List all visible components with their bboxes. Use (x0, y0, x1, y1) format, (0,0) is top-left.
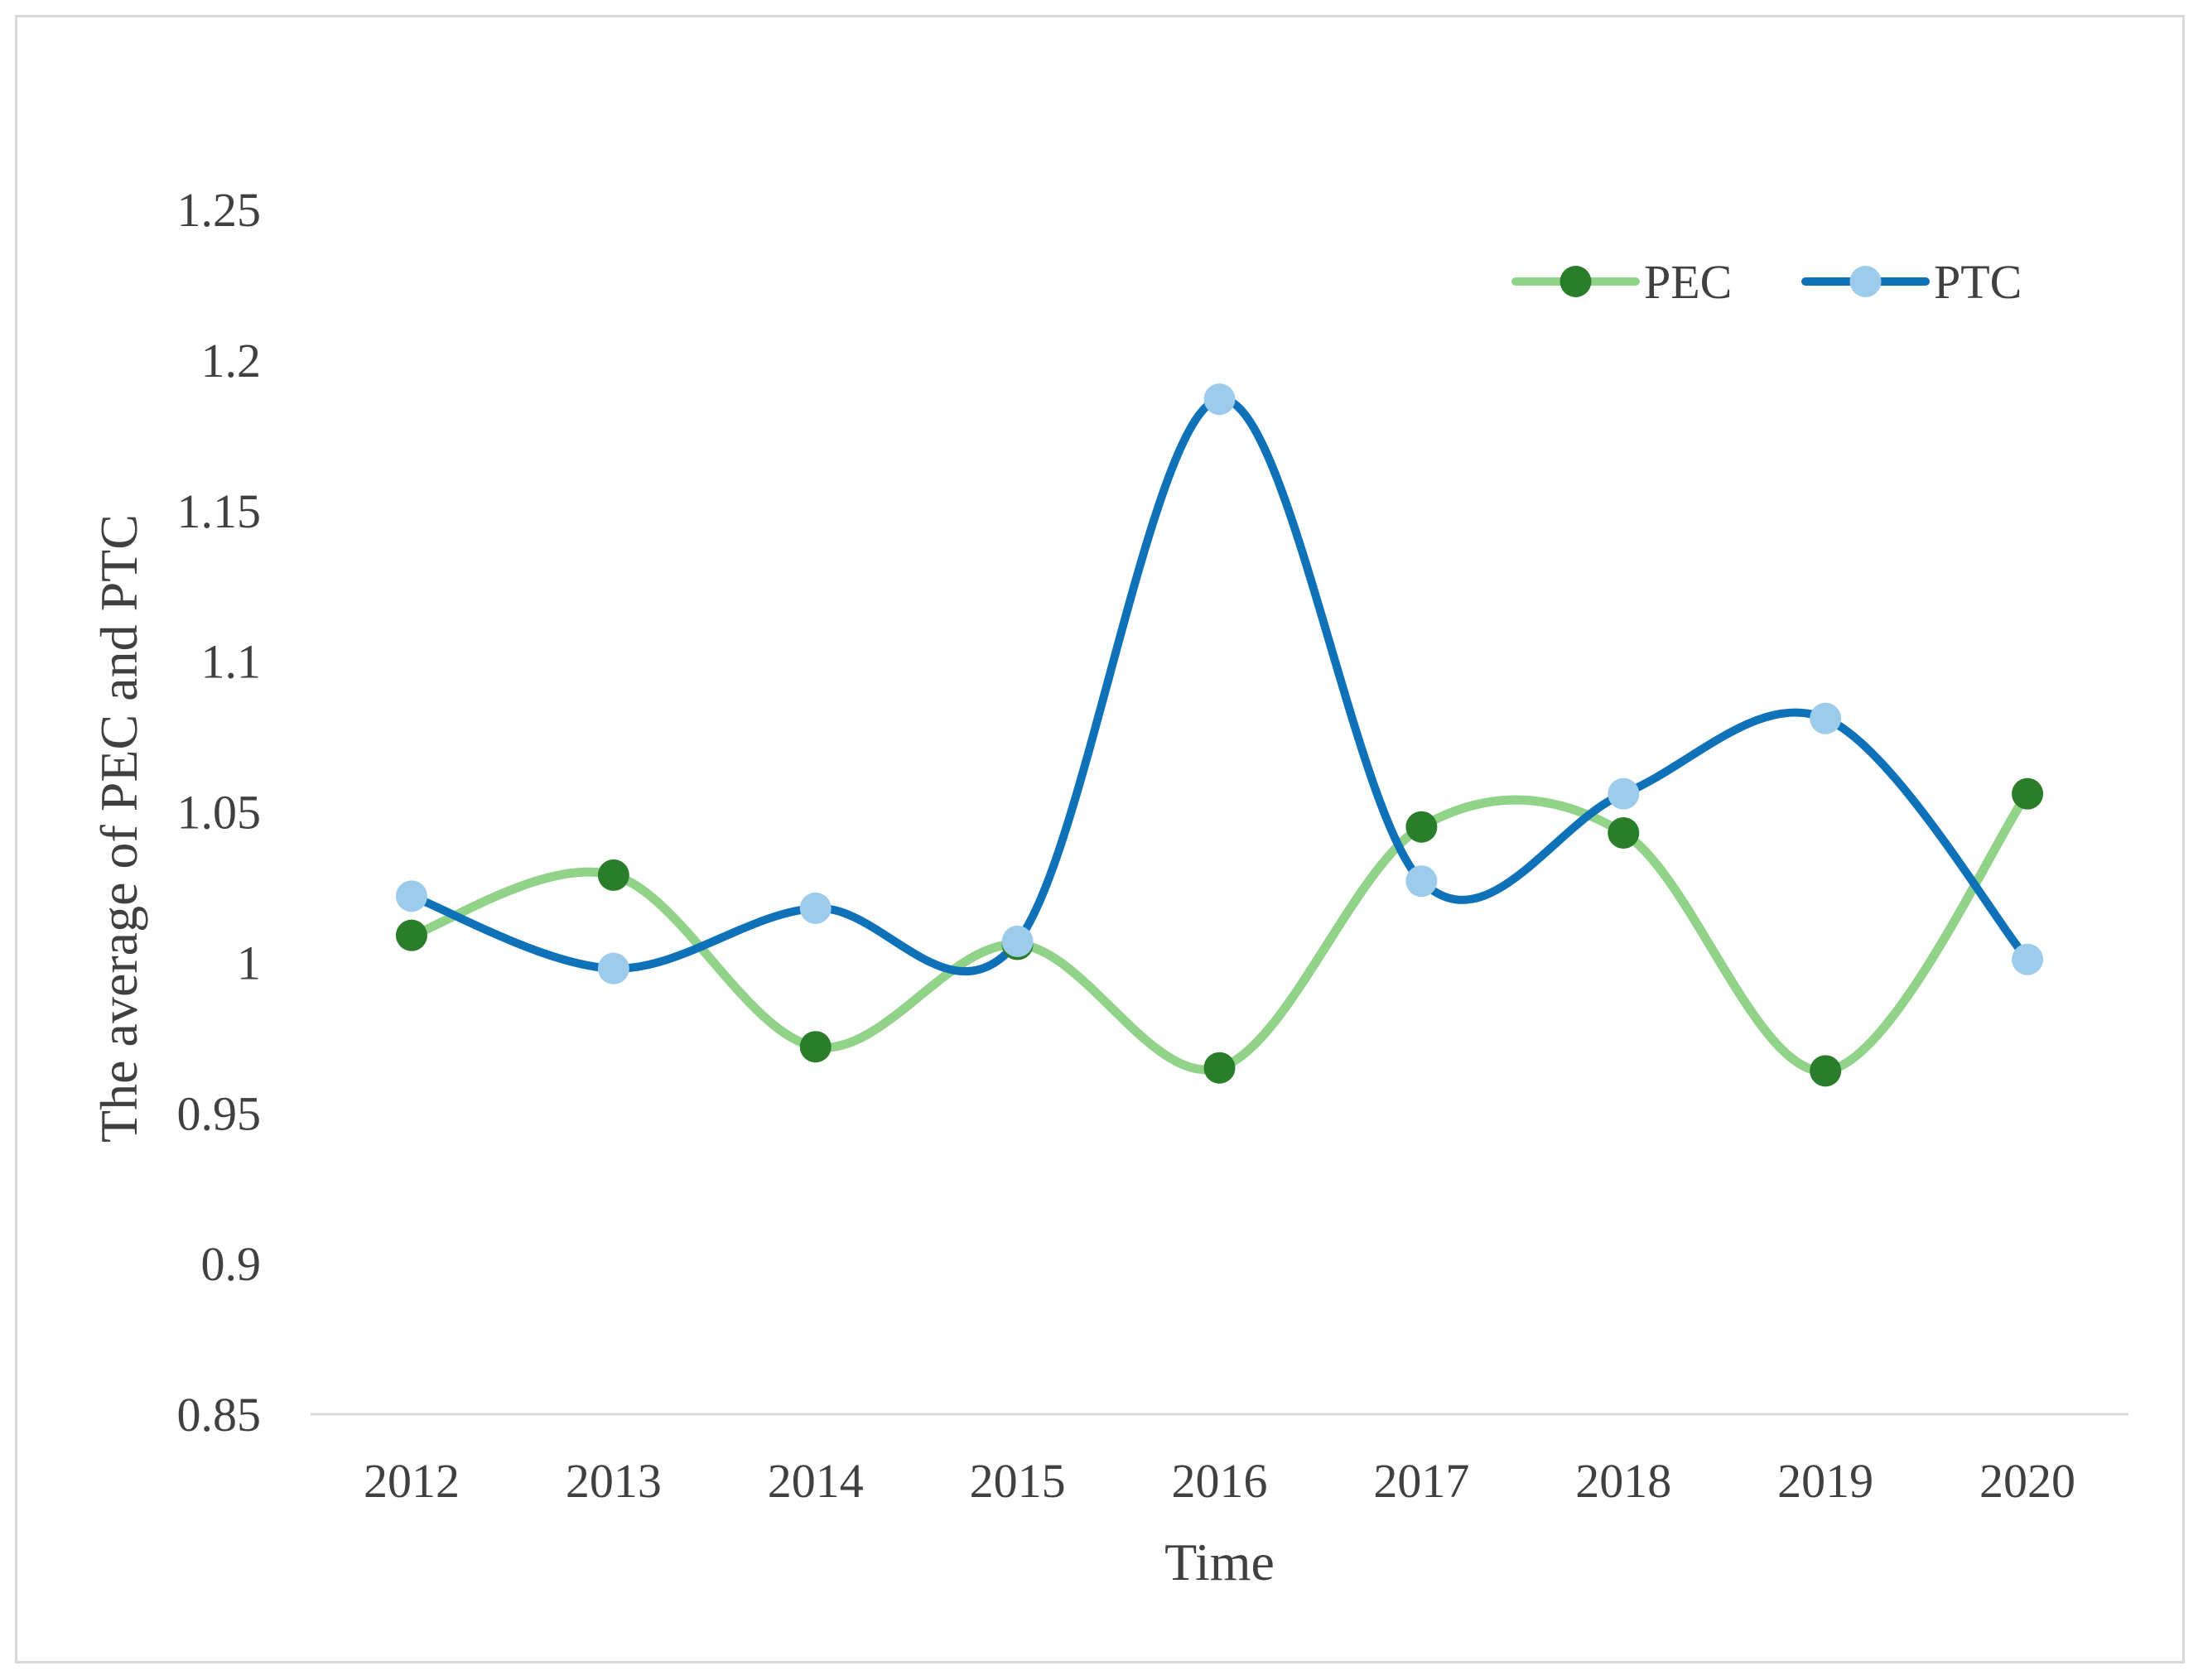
data-point-pec (597, 859, 629, 891)
y-tick-label: 1.1 (201, 635, 262, 689)
data-point-ptc (1810, 702, 1842, 734)
x-tick-label: 2016 (1172, 1454, 1268, 1508)
data-point-pec (799, 1031, 832, 1063)
x-tick-label: 2018 (1575, 1454, 1671, 1508)
x-tick-label: 2012 (364, 1454, 460, 1508)
data-point-ptc (1405, 865, 1438, 898)
series-line-ptc (407, 395, 2032, 976)
legend-ptc-marker (1849, 266, 1882, 297)
data-point-pec (1405, 811, 1438, 843)
x-axis-title: Time (1164, 1533, 1275, 1591)
data-point-pec (395, 919, 427, 951)
y-tick-label: 1.05 (177, 786, 262, 840)
x-tick-label: 2019 (1777, 1454, 1873, 1508)
legend: PEC PTC (1511, 255, 2022, 309)
y-tick-label: 0.85 (177, 1388, 262, 1442)
data-point-ptc (1203, 383, 1236, 416)
series-markers (395, 383, 2044, 1087)
legend-pec-marker (1559, 266, 1592, 297)
chart-frame (15, 15, 2185, 1663)
data-point-pec (1608, 816, 1640, 849)
data-point-pec (2012, 777, 2044, 810)
data-point-ptc (597, 952, 629, 984)
y-tick-label: 1 (237, 936, 261, 989)
y-tick-label: 1.15 (177, 484, 262, 538)
y-tick-label: 0.9 (201, 1237, 262, 1291)
series-line-pec (407, 789, 2032, 1076)
legend-item-ptc: PTC (1801, 255, 2022, 309)
data-point-ptc (395, 880, 427, 912)
data-point-ptc (2012, 943, 2044, 975)
legend-pec-label: PEC (1644, 255, 1732, 309)
data-point-ptc (1001, 925, 1034, 957)
data-point-ptc (799, 892, 832, 924)
x-tick-label: 2015 (970, 1454, 1066, 1508)
y-tick-label: 0.95 (177, 1086, 262, 1140)
x-tick-label: 2014 (768, 1454, 864, 1508)
data-point-pec (1203, 1052, 1236, 1084)
legend-ptc-label: PTC (1934, 255, 2022, 309)
x-tick-label: 2017 (1373, 1454, 1469, 1508)
x-tick-label: 2013 (566, 1454, 662, 1508)
y-axis-title: The average of PEC and PTC (89, 514, 148, 1143)
data-point-pec (1810, 1055, 1842, 1087)
y-tick-label: 1.25 (177, 183, 262, 237)
y-tick-label: 1.2 (201, 334, 262, 388)
data-point-ptc (1608, 777, 1640, 810)
x-tick-label: 2020 (1979, 1454, 2075, 1508)
series-lines (407, 395, 2032, 1076)
x-axis-ticks: 2012 2013 2014 2015 2016 2017 2018 2019 2020 (364, 1454, 2075, 1508)
legend-item-pec: PEC (1511, 255, 1732, 309)
y-axis-ticks: 0.85 0.9 0.95 1 1.05 1.1 1.15 1.2 1.25 (177, 183, 262, 1442)
